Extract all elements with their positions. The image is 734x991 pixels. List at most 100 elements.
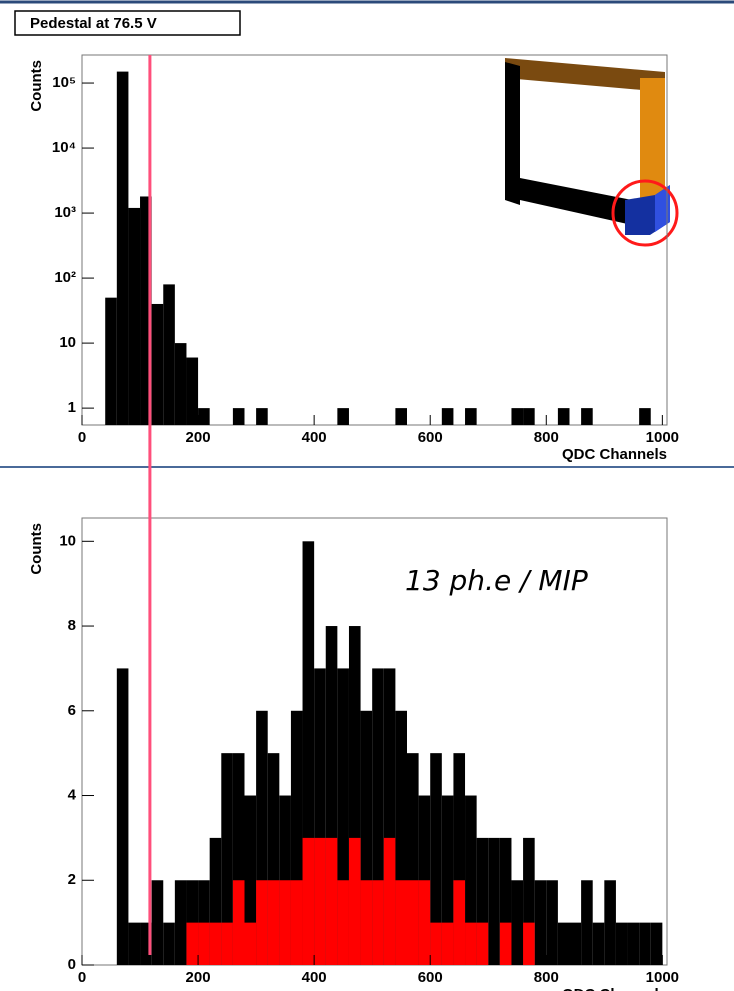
histogram-bar xyxy=(198,408,210,425)
y-tick-label: 8 xyxy=(68,617,76,634)
histogram-bar xyxy=(174,343,187,425)
histogram-bar xyxy=(383,668,396,965)
histogram-bar xyxy=(581,408,593,425)
histogram-bar xyxy=(337,880,349,965)
histogram-bar xyxy=(465,795,477,965)
histogram-bar xyxy=(267,880,280,965)
y-tick-label: 10 xyxy=(59,532,76,549)
histogram-bar xyxy=(511,880,524,965)
y-tick-label: 1 xyxy=(68,399,76,416)
histogram-bar xyxy=(174,880,187,965)
histogram-bar xyxy=(627,922,640,965)
histogram-bar xyxy=(441,922,454,965)
histogram-bar xyxy=(395,880,407,965)
histogram-bar xyxy=(279,795,291,965)
y-tick-label: 10⁵ xyxy=(52,74,76,91)
histogram-bar xyxy=(523,408,535,425)
histogram-bar xyxy=(581,880,593,965)
histogram-bar xyxy=(407,753,419,965)
histogram-bar xyxy=(256,408,268,425)
x-tick-label: 1000 xyxy=(646,429,679,446)
x-tick-label: 200 xyxy=(186,969,211,986)
y-axis-label: Counts xyxy=(28,60,45,112)
y-tick-label: 6 xyxy=(68,702,76,719)
histogram-bar xyxy=(615,922,628,965)
annotation: 13 ph.e / MIP xyxy=(405,564,588,597)
histogram-bar xyxy=(639,408,651,425)
inset-loop-icon xyxy=(505,58,679,247)
histogram-bar xyxy=(140,196,152,425)
x-tick-label: 400 xyxy=(302,969,327,986)
histogram-bar xyxy=(523,922,535,965)
histogram-bar xyxy=(209,922,222,965)
histogram-bar xyxy=(499,922,512,965)
histogram-bar xyxy=(302,837,315,965)
histogram-bar xyxy=(430,922,442,965)
histogram-bar xyxy=(418,795,431,965)
histogram-bar xyxy=(523,837,535,965)
histogram-bar xyxy=(569,922,582,965)
histogram-bar xyxy=(151,880,164,965)
histogram-bar xyxy=(372,668,384,965)
histogram-bar xyxy=(244,795,257,965)
histogram-bar xyxy=(511,408,524,425)
histogram-bar xyxy=(348,626,361,965)
histogram-bar xyxy=(116,668,129,965)
histogram-bar xyxy=(592,922,605,965)
y-tick-label: 10 xyxy=(59,334,76,351)
x-tick-label: 600 xyxy=(418,969,443,986)
histogram-bar xyxy=(221,922,233,965)
plot-frame xyxy=(81,54,668,426)
title-box xyxy=(14,10,241,36)
histogram-bar xyxy=(290,880,303,965)
histogram-bar xyxy=(360,710,373,965)
histogram-bar xyxy=(140,922,152,965)
y-axis-label: Counts xyxy=(28,523,45,575)
x-axis-label: QDC Channels xyxy=(562,986,667,991)
histogram-bar xyxy=(418,880,431,965)
histogram-bar xyxy=(465,922,477,965)
histogram-bar xyxy=(267,753,280,965)
histogram-bar xyxy=(325,837,338,965)
histogram-bar xyxy=(128,922,141,965)
y-tick-label: 0 xyxy=(68,956,76,973)
x-tick-label: 800 xyxy=(534,969,559,986)
x-tick-label: 800 xyxy=(534,429,559,446)
histogram-bar xyxy=(476,922,489,965)
histogram-bar xyxy=(198,922,210,965)
histogram-bar xyxy=(279,880,291,965)
histogram-bar xyxy=(221,753,233,965)
histogram-bar xyxy=(337,408,349,425)
histogram-bar xyxy=(105,297,117,425)
histogram-bar xyxy=(639,922,651,965)
histogram-bar xyxy=(383,837,396,965)
x-tick-label: 0 xyxy=(78,429,86,446)
x-axis-label: QDC Channels xyxy=(562,446,667,463)
y-tick-label: 10³ xyxy=(54,204,76,221)
histogram-bar xyxy=(337,668,349,965)
histogram-bar xyxy=(232,408,245,425)
histogram-bar xyxy=(209,837,222,965)
histogram-bar xyxy=(488,837,500,965)
y-tick-label: 10⁴ xyxy=(52,139,76,156)
histogram-bar xyxy=(372,880,384,965)
histogram-bar xyxy=(290,710,303,965)
histogram-bar xyxy=(604,880,616,965)
histogram-bar xyxy=(441,795,454,965)
histogram-bar xyxy=(163,922,175,965)
histogram-bar xyxy=(465,408,477,425)
histogram-bar xyxy=(302,541,315,965)
histogram-bar xyxy=(116,71,129,425)
histogram-bar xyxy=(314,668,326,965)
histogram-bar xyxy=(314,837,326,965)
histogram-bar xyxy=(186,357,199,425)
histogram-bar xyxy=(256,880,268,965)
histogram-bar xyxy=(232,753,245,965)
histogram-bar xyxy=(163,284,175,425)
histogram-bar xyxy=(476,837,489,965)
histogram-bar xyxy=(325,626,338,965)
histogram-bar xyxy=(232,880,245,965)
x-tick-label: 1000 xyxy=(646,969,679,986)
x-tick-label: 0 xyxy=(78,969,86,986)
